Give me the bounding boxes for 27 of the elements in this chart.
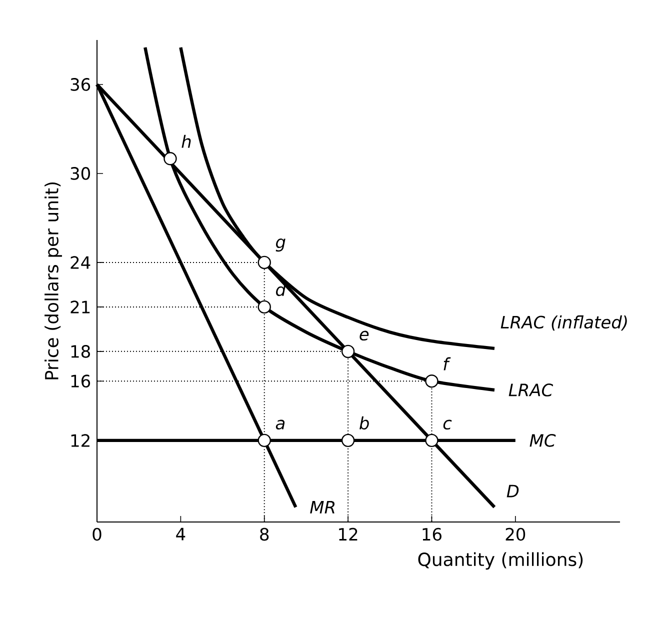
x-tick-label: 0: [92, 528, 102, 541]
y-tick-label: 16: [71, 374, 90, 388]
series-label: MC: [530, 434, 556, 447]
series-label: LRAC: [508, 384, 554, 396]
y-axis-title: Price (dollars per unit): [44, 182, 62, 380]
x-tick-label: 8: [260, 528, 269, 541]
annotation: g: [276, 238, 286, 252]
x-axis-title: Quantity (millions): [418, 552, 583, 570]
x-tick-label: 12: [339, 528, 358, 540]
series-label: D: [506, 484, 519, 498]
annotation: a: [276, 420, 285, 430]
y-tick-label: 36: [70, 78, 90, 91]
y-tick-label: 21: [70, 300, 90, 314]
y-tick-label: 30: [70, 167, 90, 180]
y-tick-label: 24: [70, 256, 90, 269]
legend-label: MR: [310, 500, 334, 514]
x-tick-label: 4: [176, 528, 186, 540]
annotation: h: [182, 134, 191, 148]
x-tick-label: 16: [422, 528, 442, 541]
annotation: b: [360, 416, 369, 430]
annotation: c: [443, 420, 452, 430]
annotation: e: [360, 330, 369, 341]
annotation: f: [444, 357, 451, 370]
series-label: LRAC (inflated): [500, 315, 627, 331]
y-tick-label: 12: [71, 434, 90, 447]
y-tick-label: 18: [71, 344, 90, 358]
x-tick-label: 20: [506, 528, 526, 541]
